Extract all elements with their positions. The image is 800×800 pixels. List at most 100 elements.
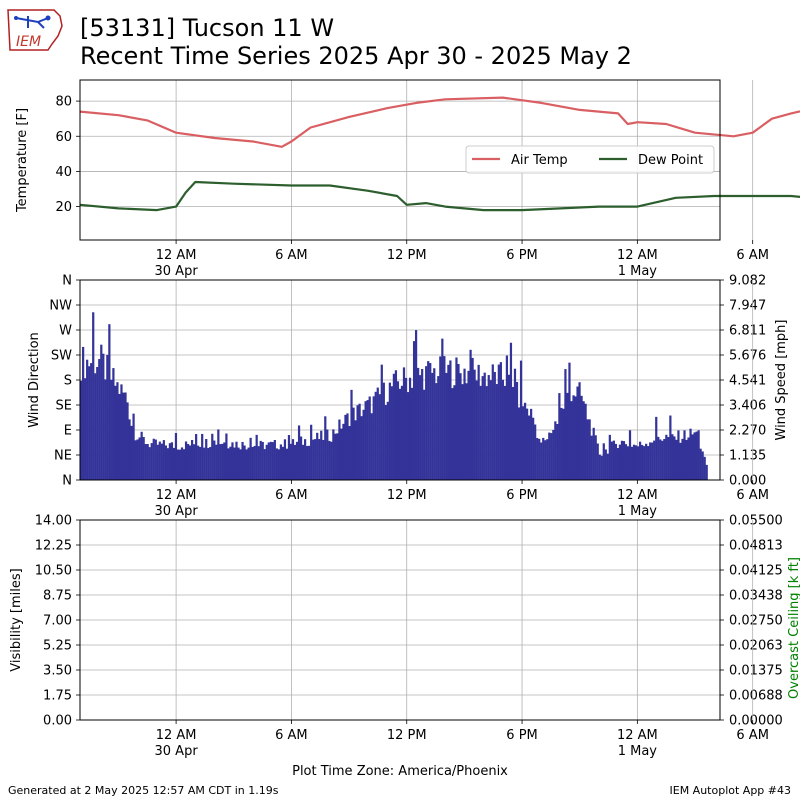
dew-point-line — [79, 180, 800, 212]
y2-tick-label: 2.270 — [729, 424, 766, 439]
wind-bar — [158, 441, 161, 480]
wind-bar — [108, 324, 111, 480]
wind-bar — [338, 419, 341, 480]
wind-bar — [140, 431, 143, 480]
wind-bar — [653, 440, 656, 480]
y-tick-label: 12.25 — [35, 539, 72, 554]
y2-tick-label: 0.02063 — [729, 639, 783, 654]
wind-bar — [136, 439, 139, 480]
wind-bar — [489, 380, 492, 480]
wind-bar — [378, 394, 381, 480]
wind-bar — [209, 446, 212, 480]
wind-bar — [150, 443, 153, 480]
wind-bar — [231, 442, 234, 480]
wind-bar — [419, 375, 422, 480]
y2-tick-label: 0.03438 — [729, 589, 783, 604]
wind-bar — [423, 389, 426, 480]
wind-bar — [364, 401, 367, 480]
wind-bar — [376, 387, 379, 480]
wind-bar — [281, 446, 285, 480]
wind-bar — [144, 444, 147, 480]
wind-bar — [304, 439, 307, 480]
wind-bar — [612, 440, 615, 480]
y-tick-label: 10.50 — [35, 564, 72, 579]
wind-bar — [417, 367, 420, 480]
wind-bar — [255, 434, 258, 480]
legend-label-dew-point: Dew Point — [638, 153, 703, 168]
x-tick-label: 6 PM — [506, 488, 537, 503]
wind-bar — [455, 357, 458, 480]
wind-bar — [134, 440, 137, 480]
wind-bar — [82, 346, 85, 480]
wind-bar — [449, 360, 452, 480]
wind-bar — [408, 377, 412, 480]
wind-bar — [638, 441, 642, 480]
wind-bar — [495, 384, 498, 480]
wind-bar — [596, 443, 599, 480]
wind-bar — [582, 401, 585, 480]
wind-bar — [487, 375, 490, 480]
wind-bar — [693, 432, 696, 480]
wind-bar — [558, 393, 561, 480]
y2-tick-label: 0.01375 — [729, 664, 783, 679]
y2-tick-label: 0.00000 — [729, 714, 783, 729]
wind-bar — [184, 441, 188, 480]
wind-bar — [295, 441, 299, 480]
wind-bar — [622, 441, 626, 480]
wind-bar — [511, 386, 515, 480]
wind-bar — [540, 442, 543, 480]
wind-bar — [182, 449, 186, 480]
y2-tick-label: 0.05500 — [729, 514, 783, 529]
wind-bar — [128, 419, 131, 480]
wind-bar — [517, 407, 521, 480]
wind-bar — [203, 447, 206, 480]
wind-bar — [602, 443, 605, 480]
wind-bar — [590, 435, 593, 480]
wind-bar — [481, 376, 484, 480]
wind-bar — [465, 383, 468, 480]
y-axis-label: Temperature [F] — [15, 108, 30, 213]
y2-tick-label: 0.000 — [729, 474, 766, 489]
wind-bar — [515, 381, 519, 480]
wind-bar — [259, 440, 262, 480]
y-tick-label: 80 — [55, 95, 72, 110]
wind-bar — [126, 402, 129, 480]
wind-bar — [614, 443, 617, 480]
x-tick-label: 6 PM — [506, 248, 537, 263]
x-tick-label: 12 AM — [617, 728, 658, 743]
wind-bar — [388, 382, 391, 480]
wind-bar — [437, 376, 440, 480]
wind-bar — [273, 439, 276, 480]
wind-bar — [130, 425, 133, 480]
wind-bar — [195, 434, 198, 480]
wind-bar — [235, 441, 238, 480]
wind-bar — [701, 451, 704, 480]
wind-bar — [528, 415, 531, 480]
wind-bar — [663, 439, 666, 480]
y2-tick-label: 7.947 — [729, 299, 766, 314]
wind-bar — [695, 431, 698, 480]
wind-bar — [233, 447, 236, 480]
y-tick-label: N — [62, 474, 72, 489]
wind-bar — [199, 446, 202, 480]
app-label: IEM Autoplot App #43 — [669, 784, 792, 797]
wind-bar — [384, 405, 387, 480]
wind-bar — [243, 445, 246, 480]
wind-bar — [156, 444, 159, 480]
chart-title-station: [53131] Tucson 11 W — [80, 14, 335, 42]
x-tick-label: 12 AM — [156, 248, 197, 263]
wind-bar — [429, 363, 432, 480]
wind-bar — [197, 445, 200, 480]
x-tick-date: 1 May — [618, 264, 658, 279]
y-axis-label: Visibility [miles] — [9, 568, 24, 671]
wind-bar — [645, 443, 648, 480]
wind-bar — [221, 443, 224, 480]
wind-bar — [507, 374, 511, 480]
wind-bar — [366, 400, 369, 480]
x-tick-label: 12 PM — [387, 488, 427, 503]
wind-bar — [88, 366, 91, 480]
wind-bar — [102, 353, 105, 480]
wind-bar — [665, 434, 668, 480]
y-tick-label: 5.25 — [43, 639, 72, 654]
wind-bar — [148, 447, 151, 480]
